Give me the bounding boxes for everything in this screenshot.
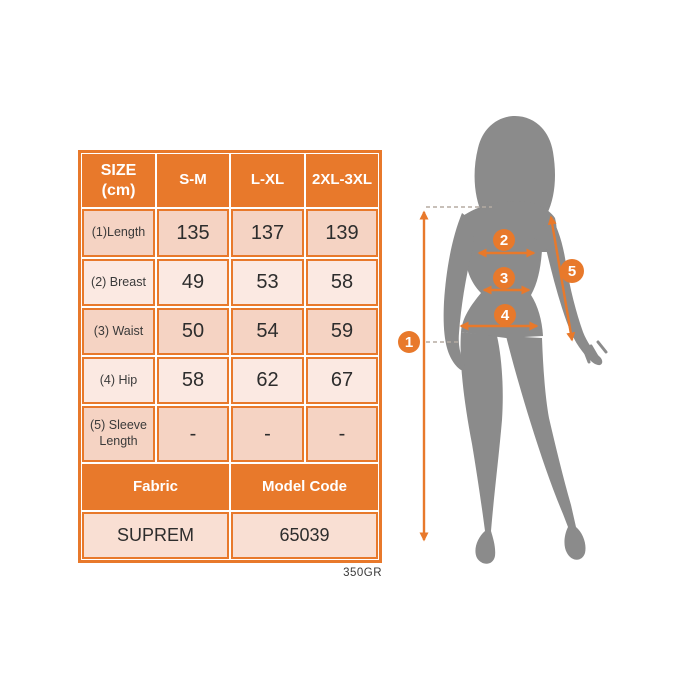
marker-5: 5 <box>560 259 584 283</box>
marker-3-number: 3 <box>500 270 508 287</box>
size-table-header-sm: S-M <box>157 154 229 207</box>
weight-note: 350GR <box>343 567 382 579</box>
marker-4: 4 <box>494 304 516 326</box>
measurement-diagram: 1 2 3 4 5 <box>398 115 608 564</box>
row-sleeve-label: (5) Sleeve Length <box>82 406 155 462</box>
silhouette-right-arm <box>543 212 603 366</box>
marker-4-circle <box>494 304 516 326</box>
model-code-value: 65039 <box>231 512 378 559</box>
row-breast-value-sm: 49 <box>157 259 229 306</box>
row-hip-value-sm: 58 <box>157 357 229 404</box>
row-hip-value-lxl: 62 <box>231 357 304 404</box>
row-length-value-2xl3xl: 139 <box>306 209 378 257</box>
marker-1-number: 1 <box>405 334 413 351</box>
marker-1: 1 <box>398 331 420 353</box>
sleeve-arrow <box>547 215 576 342</box>
size-table-header-size: SIZE (cm) <box>82 154 155 207</box>
female-silhouette <box>443 115 608 564</box>
marker-1-circle <box>398 331 420 353</box>
silhouette-finger <box>589 344 600 360</box>
marker-5-number: 5 <box>568 263 576 280</box>
size-table-header-2xl3xl: 2XL-3XL <box>306 154 378 207</box>
row-breast-label: (2) Breast <box>82 259 155 306</box>
marker-2: 2 <box>493 229 515 251</box>
row-breast-value-lxl: 53 <box>231 259 304 306</box>
row-waist-label: (3) Waist <box>82 308 155 355</box>
marker-4-number: 4 <box>501 307 510 324</box>
row-sleeve-value-lxl: - <box>231 406 304 462</box>
row-waist-value-lxl: 54 <box>231 308 304 355</box>
row-waist-value-2xl3xl: 59 <box>306 308 378 355</box>
marker-2-circle <box>493 229 515 251</box>
row-sleeve-value-2xl3xl: - <box>306 406 378 462</box>
silhouette-right-leg <box>506 336 586 560</box>
marker-3: 3 <box>493 267 515 289</box>
row-length-label: (1)Length <box>82 209 155 257</box>
row-sleeve-value-sm: - <box>157 406 229 462</box>
marker-5-circle <box>560 259 584 283</box>
model-code-header: Model Code <box>231 464 378 510</box>
row-length-value-lxl: 137 <box>231 209 304 257</box>
fabric-header: Fabric <box>82 464 229 510</box>
row-hip-value-2xl3xl: 67 <box>306 357 378 404</box>
fabric-value: SUPREM <box>82 512 229 559</box>
silhouette-finger <box>596 340 608 354</box>
row-waist-value-sm: 50 <box>157 308 229 355</box>
size-table: SIZE (cm) S-M L-XL 2XL-3XL (1)Length 135… <box>78 150 382 563</box>
row-hip-label: (4) Hip <box>82 357 155 404</box>
silhouette-left-arm <box>443 213 474 371</box>
row-length-value-sm: 135 <box>157 209 229 257</box>
silhouette-left-leg <box>460 332 503 564</box>
marker-2-number: 2 <box>500 232 508 249</box>
size-table-header-lxl: L-XL <box>231 154 304 207</box>
silhouette-finger <box>582 347 591 364</box>
row-breast-value-2xl3xl: 58 <box>306 259 378 306</box>
marker-3-circle <box>493 267 515 289</box>
